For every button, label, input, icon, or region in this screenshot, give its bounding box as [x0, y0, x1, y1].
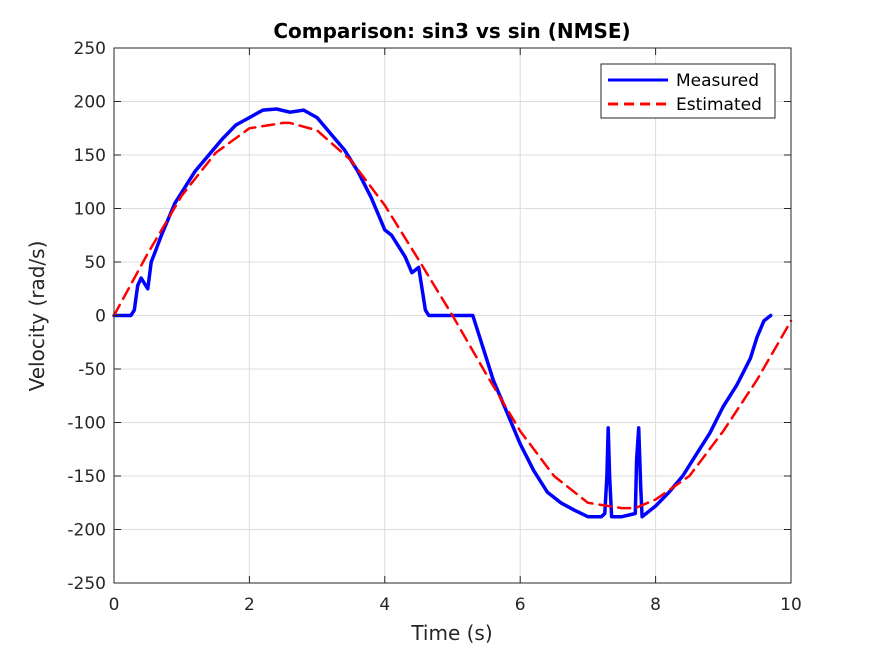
legend: Measured Estimated — [600, 63, 776, 119]
chart-title: Comparison: sin3 vs sin (NMSE) — [273, 19, 630, 43]
y-tick-label: 50 — [84, 253, 106, 273]
y-tick-label: -150 — [67, 467, 106, 487]
tick-labels: 0 2 4 6 8 10 -250 -200 -150 -100 -50 0 50 100 150 200 25… — [67, 39, 801, 615]
y-tick-label: 100 — [74, 200, 106, 220]
legend-box — [600, 63, 776, 119]
y-tick-label: 250 — [74, 39, 106, 59]
y-tick-label: -200 — [67, 521, 106, 541]
x-tick-label: 2 — [244, 595, 255, 615]
x-tick-label: 10 — [780, 595, 802, 615]
legend-label-measured: Measured — [676, 71, 759, 91]
x-tick-label: 6 — [515, 595, 526, 615]
y-tick-label: 0 — [95, 307, 106, 327]
x-tick-label: 4 — [379, 595, 390, 615]
y-axis-label: Velocity (rad/s) — [25, 241, 49, 392]
y-tick-label: -100 — [67, 414, 106, 434]
y-tick-label: -250 — [67, 574, 106, 594]
series-line-measured — [112, 107, 773, 519]
y-tick-label: 200 — [74, 93, 106, 113]
legend-label-estimated: Estimated — [676, 95, 762, 115]
x-tick-label: 0 — [109, 595, 120, 615]
y-tick-label: 150 — [74, 146, 106, 166]
x-axis-label: Time (s) — [410, 621, 492, 645]
series-layer — [112, 107, 793, 519]
series-line-estimated — [112, 121, 793, 510]
x-tick-label: 8 — [650, 595, 661, 615]
y-tick-label: -50 — [78, 360, 106, 380]
ticks — [113, 47, 792, 584]
